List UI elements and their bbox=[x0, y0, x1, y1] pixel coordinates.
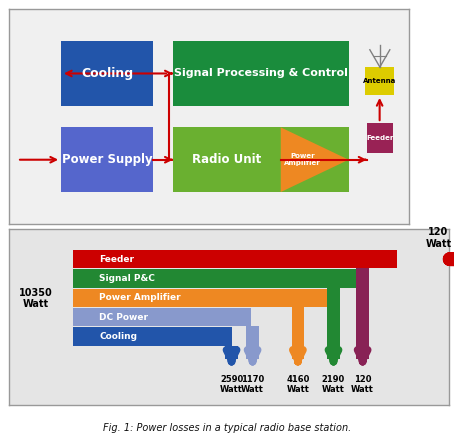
Text: Cooling: Cooling bbox=[99, 332, 138, 341]
Bar bbox=[173, 128, 281, 192]
Text: 10350
Watt: 10350 Watt bbox=[19, 287, 52, 309]
Bar bbox=[73, 250, 397, 268]
Text: Power Amplifier: Power Amplifier bbox=[99, 293, 181, 302]
Text: Signal P&C: Signal P&C bbox=[99, 274, 155, 283]
Text: 4160
Watt: 4160 Watt bbox=[286, 375, 310, 394]
Bar bbox=[365, 67, 394, 95]
Text: Fig. 1: Power losses in a typical radio base station.: Fig. 1: Power losses in a typical radio … bbox=[103, 423, 351, 433]
Bar bbox=[281, 128, 349, 192]
Bar bbox=[73, 327, 232, 346]
Text: 1170
Watt: 1170 Watt bbox=[241, 375, 264, 394]
Text: Power
Amplifier: Power Amplifier bbox=[284, 153, 321, 166]
Text: 120
Watt: 120 Watt bbox=[351, 375, 374, 394]
Bar bbox=[292, 307, 304, 359]
Bar bbox=[247, 326, 259, 359]
Text: Cooling: Cooling bbox=[81, 67, 133, 80]
Text: 2590
Watt: 2590 Watt bbox=[220, 375, 243, 394]
Bar bbox=[61, 41, 153, 106]
Text: Signal Processing & Control: Signal Processing & Control bbox=[174, 69, 348, 78]
Text: Radio Unit: Radio Unit bbox=[192, 153, 262, 166]
Text: Feeder: Feeder bbox=[366, 135, 393, 141]
Bar bbox=[61, 128, 153, 192]
Text: Power Supply: Power Supply bbox=[62, 153, 152, 166]
Bar bbox=[73, 269, 367, 288]
Text: 2190
Watt: 2190 Watt bbox=[322, 375, 345, 394]
Bar bbox=[73, 289, 332, 307]
Text: Antenna: Antenna bbox=[363, 78, 396, 84]
Text: Feeder: Feeder bbox=[99, 255, 134, 264]
Text: DC Power: DC Power bbox=[99, 313, 148, 322]
Bar bbox=[327, 288, 340, 359]
Polygon shape bbox=[281, 128, 349, 192]
Bar bbox=[73, 308, 251, 326]
Bar bbox=[356, 268, 369, 359]
Bar bbox=[225, 346, 238, 359]
Bar bbox=[367, 123, 393, 153]
Text: 120
Watt: 120 Watt bbox=[425, 227, 452, 249]
Bar bbox=[173, 41, 349, 106]
